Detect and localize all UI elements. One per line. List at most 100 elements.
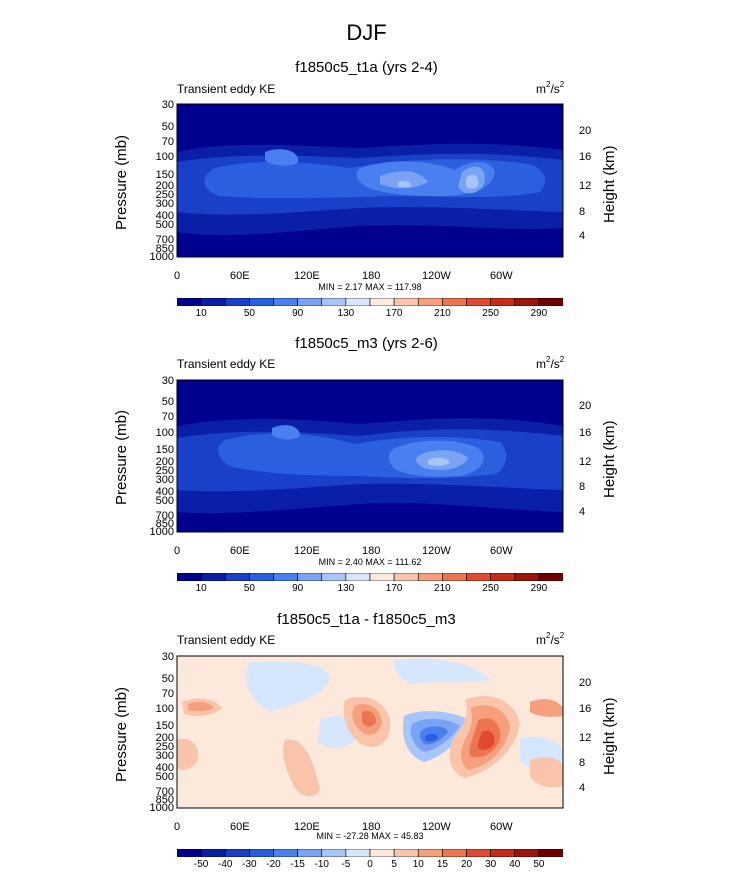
panel-1-ytick: 30 — [161, 99, 174, 111]
panel-3-ytick: 1000 — [149, 802, 174, 814]
panel-2-ytick-right: 4 — [579, 506, 586, 518]
panel-3-ytick: 150 — [155, 720, 174, 732]
panel-2-minmax: MIN = 2.40 MAX = 111.62 — [318, 557, 422, 567]
panel-1-ytick: 500 — [155, 219, 174, 231]
colorbar-swatch — [321, 849, 347, 857]
panel-3-ytick-right: 12 — [579, 732, 592, 744]
colorbar-swatch — [538, 573, 563, 581]
colorbar-label: 250 — [482, 583, 499, 594]
panel-3-ytick: 30 — [161, 651, 174, 663]
colorbar-label: -15 — [290, 859, 305, 870]
panel-2-colorbar-labels: 10 50 90 130 170 210 250 290 — [177, 583, 563, 597]
colorbar-label: -30 — [242, 859, 257, 870]
panel-2-ytick-right: 16 — [579, 427, 592, 439]
panel-1-ytick: 850 — [155, 243, 174, 255]
panel-2-ytick: 1000 — [149, 526, 174, 538]
colorbar-label: 40 — [509, 859, 521, 870]
panel-3-ytick: 850 — [155, 794, 174, 806]
colorbar-swatch — [345, 849, 371, 857]
panel-1-xtick: 60W — [490, 270, 513, 282]
panel-1-colorbar — [177, 298, 563, 306]
colorbar-swatch — [297, 849, 323, 857]
colorbar-label: 130 — [337, 583, 355, 594]
panel-2-xtick: 0 — [174, 545, 181, 557]
panel-2-units: m2/s2 — [536, 355, 565, 371]
colorbar-swatch — [369, 849, 395, 857]
panel-2-ytick: 400 — [155, 486, 174, 498]
panel-2-title: f1850c5_m3 (yrs 2-6) — [295, 335, 438, 352]
colorbar-label: 5 — [391, 859, 397, 870]
colorbar-swatch — [442, 849, 467, 857]
panel-2-ytick-right: 12 — [579, 456, 592, 468]
colorbar-label: 290 — [530, 583, 548, 594]
colorbar-label: 210 — [434, 583, 451, 594]
panel-3-colorbar-labels: -50 -40 -30 -20 -15 -10 -5 0 5 10 15 20 30 40 50 — [177, 859, 563, 873]
colorbar-label: 90 — [292, 308, 304, 319]
panel-3-xtick: 60E — [230, 821, 250, 833]
panel-1-ytick-right: 16 — [579, 151, 592, 163]
panel-2-xtick: 60E — [230, 545, 250, 557]
panel-1-minmax: MIN = 2.17 MAX = 117.98 — [318, 282, 422, 292]
panel-3-xtick: 0 — [174, 821, 181, 833]
panel-2-ytick-right: 20 — [579, 400, 592, 412]
colorbar-swatch — [393, 849, 419, 857]
panel-3-xtick: 120E — [294, 821, 320, 833]
colorbar-label: 50 — [533, 859, 545, 870]
panel-1-title: f1850c5_t1a (yrs 2-4) — [295, 59, 438, 76]
panel-1-xtick: 60E — [230, 270, 250, 282]
colorbar-swatch — [514, 849, 540, 857]
colorbar-label: 50 — [243, 308, 255, 319]
panel-1-ytick: 1000 — [149, 251, 174, 263]
panel-2-colorbar — [177, 573, 563, 581]
panel-1-ytick: 250 — [155, 189, 174, 201]
colorbar-swatch — [224, 849, 250, 857]
colorbar-label: 170 — [385, 583, 403, 594]
panel-2-variable-label: Transient eddy KE — [177, 357, 276, 371]
panel-2-ytick: 30 — [161, 375, 174, 387]
panel-3-ytick-right: 16 — [579, 703, 592, 715]
panel-1-ytick: 400 — [155, 210, 174, 222]
panel-1-ytick: 700 — [155, 234, 174, 246]
panel-2-ytick: 700 — [155, 510, 174, 522]
colorbar-label: 50 — [243, 583, 255, 594]
panel-3-ytick-right: 20 — [579, 677, 592, 689]
panel-1-ytick-right: 8 — [579, 206, 586, 218]
colorbar-swatch — [417, 849, 443, 857]
panel-1-xtick: 120W — [422, 270, 451, 282]
colorbar-label: 15 — [436, 859, 448, 870]
panel-1-ytick: 70 — [161, 136, 174, 148]
panel-2-ytick: 200 — [155, 456, 174, 468]
panel-3-ytick: 200 — [155, 732, 174, 744]
panel-1-xtick: 180 — [362, 270, 381, 282]
panel-1-colorbar-labels: 10 50 90 130 170 210 250 290 — [177, 308, 563, 322]
colorbar-swatch — [538, 849, 563, 857]
page-title: DJF — [346, 20, 387, 45]
colorbar-label: 290 — [530, 308, 548, 319]
panel-2-xtick: 180 — [362, 545, 381, 557]
panel-1-ytick-right: 12 — [579, 180, 592, 192]
panel-1-ytick: 100 — [155, 151, 174, 163]
colorbar-swatch — [249, 849, 274, 857]
colorbar-label: 170 — [385, 308, 403, 319]
panel-3-minmax: MIN = -27.28 MAX = 45.83 — [316, 831, 424, 841]
panel-2-xtick: 120W — [422, 545, 451, 557]
panel-3-ytick: 400 — [155, 762, 174, 774]
panel-3-ytick: 300 — [155, 750, 174, 762]
colorbar-swatch — [273, 849, 298, 857]
panel-1-ytick: 300 — [155, 198, 174, 210]
colorbar-swatch — [200, 849, 226, 857]
panel-3-ytick: 70 — [161, 688, 174, 700]
panel-2-ytick-right: 8 — [579, 481, 586, 493]
colorbar-swatch — [538, 298, 563, 306]
panel-2-ytick: 150 — [155, 444, 174, 456]
panel-1-xtick: 120E — [294, 270, 320, 282]
panel-1-variable-label: Transient eddy KE — [177, 82, 276, 96]
colorbar-label: 0 — [367, 859, 373, 870]
colorbar-swatch — [490, 849, 516, 857]
colorbar-label: 10 — [412, 859, 424, 870]
panel-3-ytick: 500 — [155, 771, 174, 783]
panel-3-ytick-right: 4 — [579, 782, 586, 794]
